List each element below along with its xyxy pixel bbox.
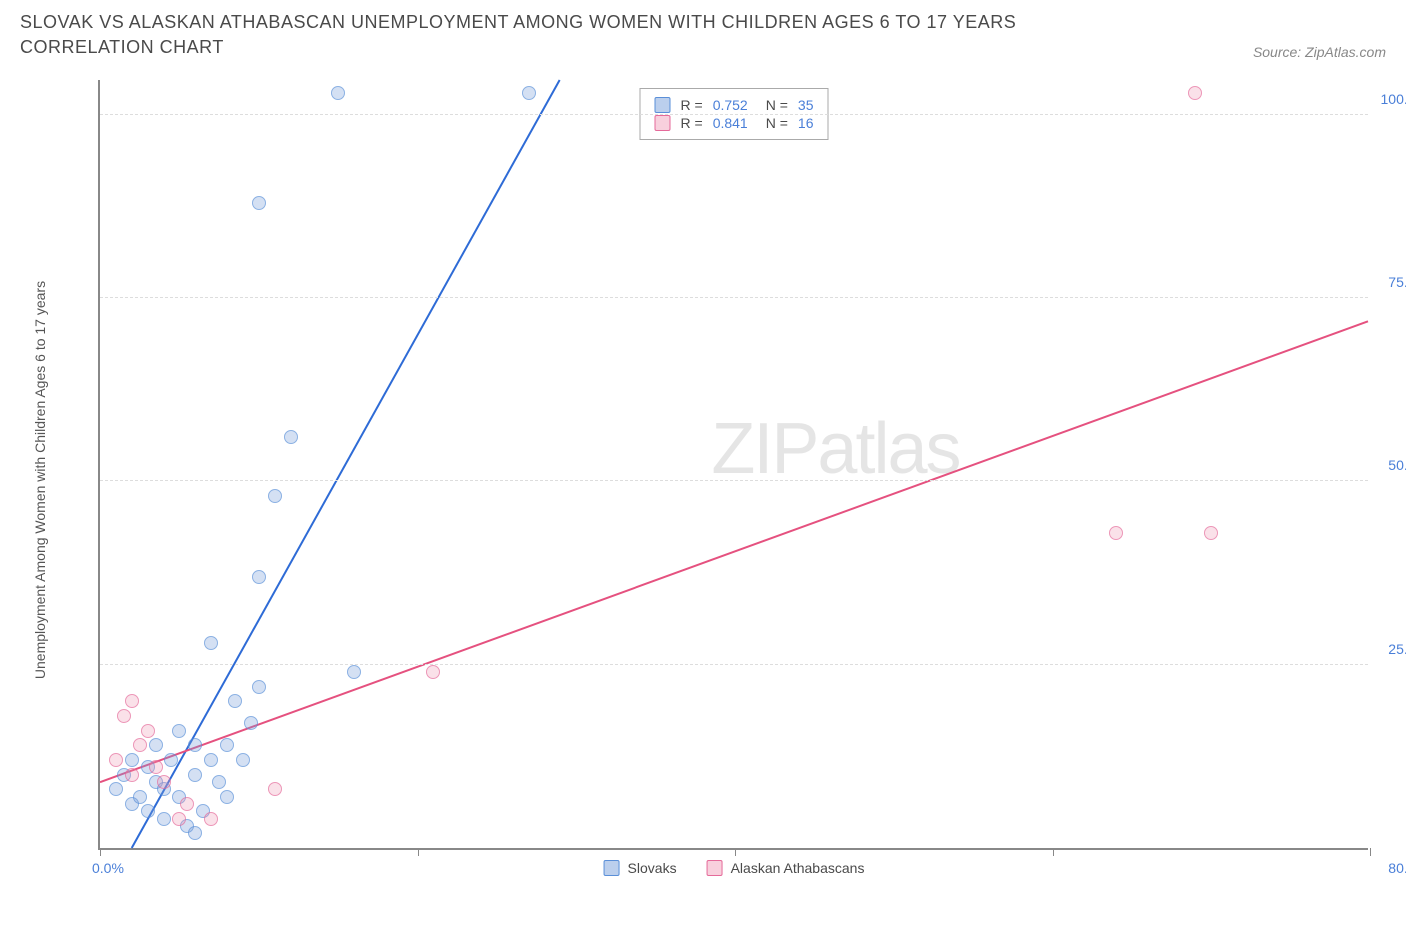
- data-point: [188, 738, 202, 752]
- gridline: [100, 480, 1368, 481]
- data-point: [252, 196, 266, 210]
- data-point: [157, 775, 171, 789]
- data-point: [149, 738, 163, 752]
- data-point: [426, 665, 440, 679]
- data-point: [220, 738, 234, 752]
- data-point: [347, 665, 361, 679]
- chart-title: SLOVAK VS ALASKAN ATHABASCAN UNEMPLOYMEN…: [20, 10, 1120, 60]
- data-point: [252, 570, 266, 584]
- x-tick: [100, 848, 101, 856]
- data-point: [252, 680, 266, 694]
- x-tick: [418, 848, 419, 856]
- data-point: [141, 804, 155, 818]
- gridline: [100, 297, 1368, 298]
- data-point: [188, 826, 202, 840]
- data-point: [204, 636, 218, 650]
- data-point: [117, 709, 131, 723]
- legend-swatch: [604, 860, 620, 876]
- legend-r-value: 0.752: [713, 97, 748, 113]
- legend-row: R = 0.841 N = 16: [655, 115, 814, 131]
- y-tick-label: 75.0%: [1373, 274, 1406, 290]
- legend-item: Slovaks: [604, 860, 677, 876]
- data-point: [244, 716, 258, 730]
- data-point: [268, 782, 282, 796]
- data-point: [522, 86, 536, 100]
- y-tick-label: 100.0%: [1373, 91, 1406, 107]
- legend-n-value: 35: [798, 97, 814, 113]
- data-point: [220, 790, 234, 804]
- data-point: [1188, 86, 1202, 100]
- legend-r-value: 0.841: [713, 115, 748, 131]
- x-tick: [1053, 848, 1054, 856]
- data-point: [157, 812, 171, 826]
- data-point: [188, 768, 202, 782]
- legend-item: Alaskan Athabascans: [707, 860, 865, 876]
- data-point: [228, 694, 242, 708]
- data-point: [204, 812, 218, 826]
- trend-line: [132, 80, 560, 848]
- x-tick: [735, 848, 736, 856]
- y-tick-label: 25.0%: [1373, 641, 1406, 657]
- data-point: [212, 775, 226, 789]
- data-point: [172, 724, 186, 738]
- data-point: [236, 753, 250, 767]
- data-point: [204, 753, 218, 767]
- data-point: [268, 489, 282, 503]
- data-point: [331, 86, 345, 100]
- data-point: [164, 753, 178, 767]
- gridline: [100, 664, 1368, 665]
- data-point: [284, 430, 298, 444]
- x-tick: [1370, 848, 1371, 856]
- y-axis-label: Unemployment Among Women with Children A…: [32, 281, 48, 679]
- legend-swatch: [655, 115, 671, 131]
- data-point: [125, 694, 139, 708]
- data-point: [125, 768, 139, 782]
- series-legend: Slovaks Alaskan Athabascans: [604, 860, 865, 876]
- legend-n-label: N =: [766, 115, 788, 131]
- source-label: Source: ZipAtlas.com: [1253, 44, 1386, 60]
- data-point: [109, 753, 123, 767]
- legend-label: Slovaks: [628, 860, 677, 876]
- legend-r-label: R =: [681, 97, 703, 113]
- trend-lines: [100, 80, 1368, 848]
- data-point: [149, 760, 163, 774]
- legend-n-label: N =: [766, 97, 788, 113]
- data-point: [141, 724, 155, 738]
- data-point: [1109, 526, 1123, 540]
- data-point: [133, 790, 147, 804]
- legend-n-value: 16: [798, 115, 814, 131]
- data-point: [125, 753, 139, 767]
- legend-swatch: [707, 860, 723, 876]
- data-point: [109, 782, 123, 796]
- x-tick-last: 80.0%: [1373, 860, 1406, 876]
- trend-line: [100, 321, 1368, 782]
- legend-label: Alaskan Athabascans: [731, 860, 865, 876]
- y-tick-label: 50.0%: [1373, 457, 1406, 473]
- data-point: [172, 812, 186, 826]
- data-point: [1204, 526, 1218, 540]
- gridline: [100, 114, 1368, 115]
- x-tick-first: 0.0%: [92, 860, 124, 876]
- legend-swatch: [655, 97, 671, 113]
- scatter-chart: Unemployment Among Women with Children A…: [60, 70, 1380, 890]
- data-point: [133, 738, 147, 752]
- data-point: [180, 797, 194, 811]
- legend-row: R = 0.752 N = 35: [655, 97, 814, 113]
- legend-r-label: R =: [681, 115, 703, 131]
- plot-area: ZIPatlas R = 0.752 N = 35 R = 0.841 N = …: [98, 80, 1368, 850]
